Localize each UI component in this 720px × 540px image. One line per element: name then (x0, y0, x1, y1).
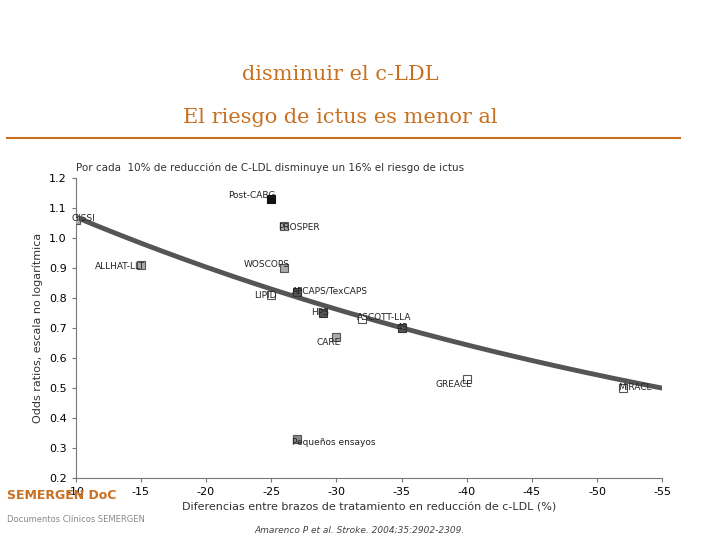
Text: LIPID: LIPID (254, 291, 276, 300)
Y-axis label: Odds ratios, escala no logarítmica: Odds ratios, escala no logarítmica (33, 233, 43, 423)
Text: AFCAPS/TexCAPS: AFCAPS/TexCAPS (292, 286, 368, 295)
Text: Pequeños ensayos: Pequeños ensayos (292, 438, 376, 447)
Text: PROSPER: PROSPER (278, 223, 320, 232)
Text: ASCOTT-LLA: ASCOTT-LLA (357, 313, 412, 322)
Text: MIRACL: MIRACL (618, 383, 652, 391)
Text: Por cada  10% de reducción de C-LDL disminuye un 16% el riesgo de ictus: Por cada 10% de reducción de C-LDL dismi… (76, 163, 464, 173)
Text: GREACE: GREACE (436, 381, 472, 389)
Text: WOSCOPS: WOSCOPS (243, 260, 289, 269)
Text: Post-CABG: Post-CABG (228, 191, 275, 200)
Text: ALLHAT-LLT: ALLHAT-LLT (94, 262, 145, 271)
Text: CARE: CARE (316, 338, 341, 347)
X-axis label: Diferencias entre brazos de tratamiento en reducción de c-LDL (%): Diferencias entre brazos de tratamiento … (182, 503, 556, 512)
Text: GISSI: GISSI (72, 214, 96, 223)
Text: SEMERGEN DoC: SEMERGEN DoC (7, 489, 117, 502)
Text: Documentos Clínicos SEMERGEN: Documentos Clínicos SEMERGEN (7, 515, 145, 524)
Text: HPS: HPS (311, 308, 328, 316)
Text: 4S: 4S (397, 323, 408, 332)
Text: disminuir el c-LDL: disminuir el c-LDL (242, 65, 438, 84)
Text: Amarenco P et al. Stroke. 2004;35:2902-2309.: Amarenco P et al. Stroke. 2004;35:2902-2… (255, 525, 465, 535)
Text: El riesgo de ictus es menor al: El riesgo de ictus es menor al (183, 108, 498, 127)
